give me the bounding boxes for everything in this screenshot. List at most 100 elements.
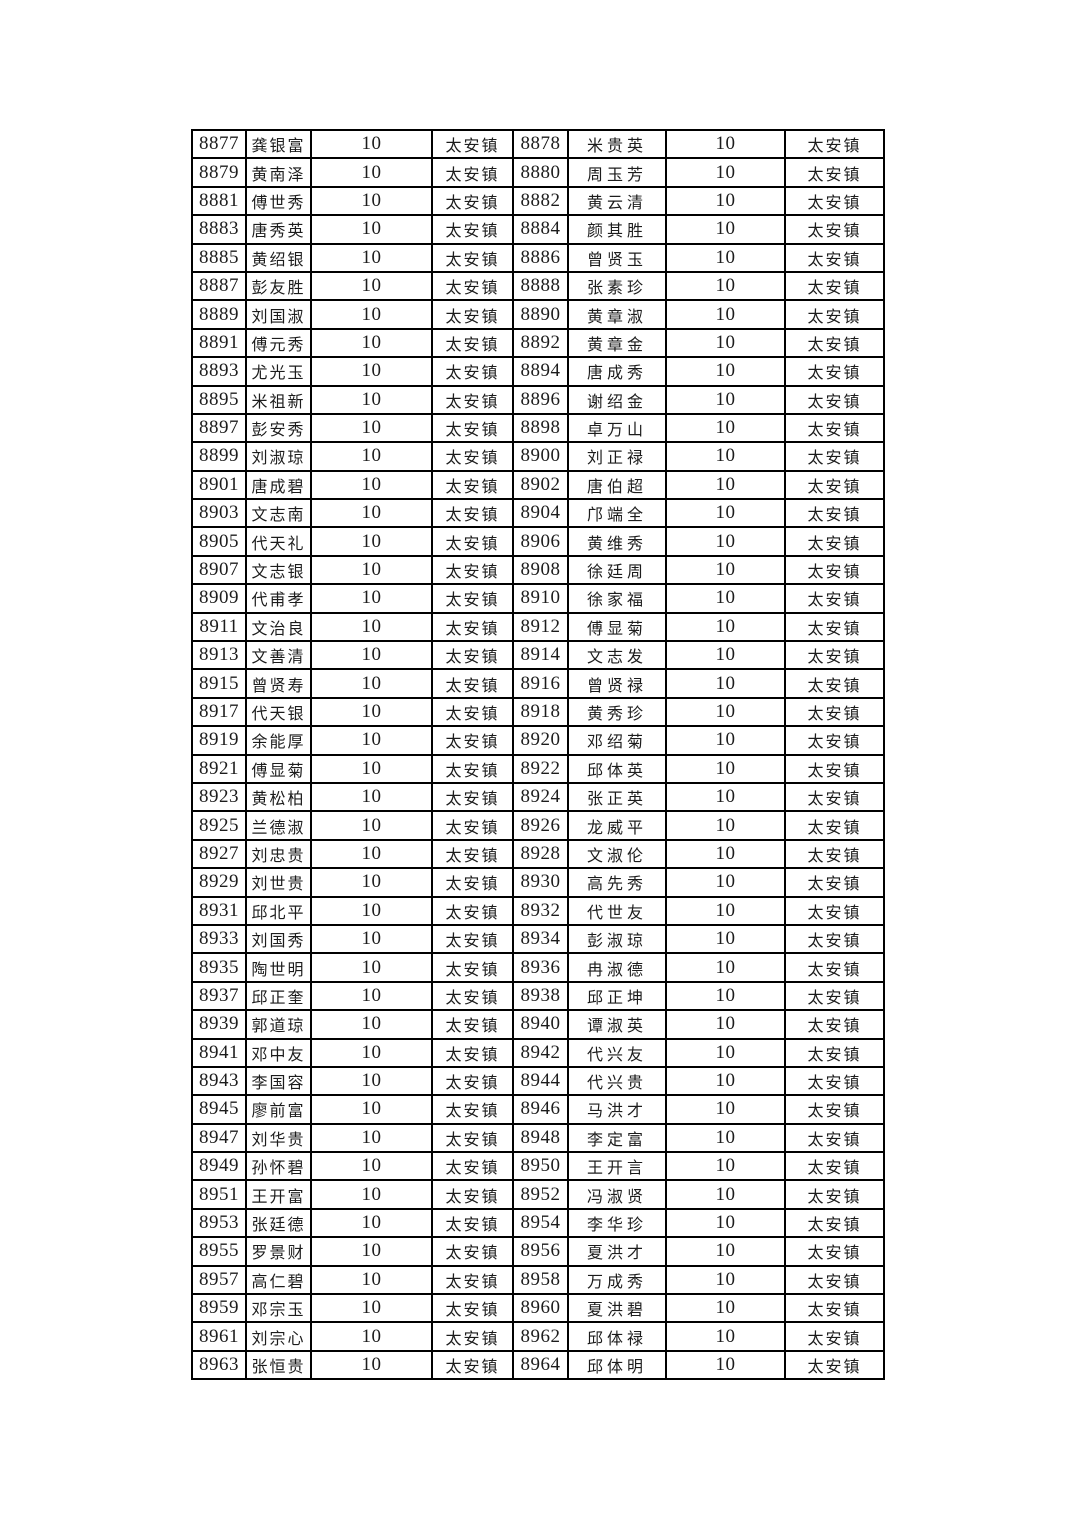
serial-number-left: 8949 [191, 1151, 247, 1182]
serial-number-left: 8945 [191, 1094, 247, 1125]
table-row: 8927 刘忠贵 10 太安镇 8928 文淑伦 10 太安镇 [191, 838, 885, 870]
town-right: 太安镇 [784, 781, 885, 813]
person-name-left: 黄南泽 [245, 157, 312, 188]
roster-table: 8877 龚银富 10 太安镇 8878 米贵英 10 太安镇 8879 黄南泽… [191, 128, 885, 1381]
serial-number-right: 8904 [512, 498, 569, 529]
person-name-right: 王开言 [567, 1151, 667, 1182]
person-name-right: 米贵英 [567, 128, 667, 160]
person-name-left: 刘忠贵 [245, 838, 312, 870]
town-right: 太安镇 [784, 923, 885, 955]
town-right: 太安镇 [784, 1151, 885, 1182]
serial-number-right: 8962 [512, 1321, 569, 1352]
amount-right: 10 [665, 725, 786, 756]
table-row: 8899 刘淑琼 10 太安镇 8900 刘正禄 10 太安镇 [191, 441, 885, 472]
amount-right: 10 [665, 867, 786, 898]
person-name-right: 马洪才 [567, 1094, 667, 1125]
town-left: 太安镇 [431, 299, 514, 330]
serial-number-left: 8927 [191, 838, 247, 870]
serial-number-left: 8899 [191, 441, 247, 472]
serial-number-left: 8895 [191, 384, 247, 415]
person-name-left: 刘华贵 [245, 1122, 312, 1154]
person-name-right: 曾贤禄 [567, 668, 667, 699]
serial-number-left: 8963 [191, 1349, 247, 1381]
town-left: 太安镇 [431, 810, 514, 841]
town-right: 太安镇 [784, 526, 885, 557]
table-row: 8901 唐成碧 10 太安镇 8902 唐伯超 10 太安镇 [191, 469, 885, 501]
person-name-right: 黄云清 [567, 185, 667, 217]
amount-left: 10 [310, 299, 433, 330]
person-name-left: 尤光玉 [245, 356, 312, 387]
person-name-left: 罗景财 [245, 1236, 312, 1267]
amount-right: 10 [665, 356, 786, 387]
person-name-right: 颜其胜 [567, 214, 667, 245]
town-left: 太安镇 [431, 1009, 514, 1040]
town-right: 太安镇 [784, 185, 885, 217]
amount-right: 10 [665, 214, 786, 245]
table-row: 8915 曾贤寿 10 太安镇 8916 曾贤禄 10 太安镇 [191, 668, 885, 699]
town-right: 太安镇 [784, 867, 885, 898]
town-right: 太安镇 [784, 356, 885, 387]
serial-number-right: 8920 [512, 725, 569, 756]
serial-number-left: 8877 [191, 128, 247, 160]
serial-number-left: 8911 [191, 611, 247, 643]
serial-number-right: 8906 [512, 526, 569, 557]
person-name-right: 龙威平 [567, 810, 667, 841]
town-left: 太安镇 [431, 838, 514, 870]
amount-right: 10 [665, 412, 786, 444]
serial-number-right: 8886 [512, 242, 569, 273]
person-name-right: 傅显菊 [567, 611, 667, 643]
person-name-left: 龚银富 [245, 128, 312, 160]
person-name-right: 黄章金 [567, 327, 667, 359]
town-right: 太安镇 [784, 498, 885, 529]
amount-left: 10 [310, 498, 433, 529]
table-row: 8887 彭友胜 10 太安镇 8888 张素珍 10 太安镇 [191, 270, 885, 302]
amount-left: 10 [310, 1122, 433, 1154]
person-name-right: 李定富 [567, 1122, 667, 1154]
person-name-left: 张恒贵 [245, 1349, 312, 1381]
person-name-right: 周玉芳 [567, 157, 667, 188]
town-right: 太安镇 [784, 640, 885, 671]
serial-number-right: 8894 [512, 356, 569, 387]
town-right: 太安镇 [784, 384, 885, 415]
table-row: 8937 邱正奎 10 太安镇 8938 邱正坤 10 太安镇 [191, 980, 885, 1012]
table-row: 8897 彭安秀 10 太安镇 8898 卓万山 10 太安镇 [191, 412, 885, 444]
town-left: 太安镇 [431, 1321, 514, 1352]
amount-right: 10 [665, 1009, 786, 1040]
table-row: 8907 文志银 10 太安镇 8908 徐廷周 10 太安镇 [191, 554, 885, 586]
town-right: 太安镇 [784, 441, 885, 472]
amount-right: 10 [665, 1349, 786, 1381]
person-name-right: 冯淑贤 [567, 1179, 667, 1210]
serial-number-left: 8919 [191, 725, 247, 756]
person-name-left: 代甫孝 [245, 583, 312, 614]
person-name-left: 文善清 [245, 640, 312, 671]
serial-number-left: 8905 [191, 526, 247, 557]
person-name-left: 孙怀碧 [245, 1151, 312, 1182]
amount-left: 10 [310, 1264, 433, 1296]
table-row: 8943 李国容 10 太安镇 8944 代兴贵 10 太安镇 [191, 1065, 885, 1097]
person-name-left: 刘宗心 [245, 1321, 312, 1352]
amount-left: 10 [310, 753, 433, 784]
town-right: 太安镇 [784, 1179, 885, 1210]
person-name-right: 黄维秀 [567, 526, 667, 557]
town-left: 太安镇 [431, 611, 514, 643]
town-left: 太安镇 [431, 185, 514, 217]
serial-number-right: 8882 [512, 185, 569, 217]
amount-left: 10 [310, 327, 433, 359]
amount-left: 10 [310, 214, 433, 245]
town-left: 太安镇 [431, 640, 514, 671]
town-right: 太安镇 [784, 214, 885, 245]
town-right: 太安镇 [784, 668, 885, 699]
table-row: 8955 罗景财 10 太安镇 8956 夏洪才 10 太安镇 [191, 1236, 885, 1267]
town-right: 太安镇 [784, 327, 885, 359]
person-name-left: 刘国秀 [245, 923, 312, 955]
table-row: 8925 兰德淑 10 太安镇 8926 龙威平 10 太安镇 [191, 810, 885, 841]
amount-left: 10 [310, 867, 433, 898]
person-name-right: 张正英 [567, 781, 667, 813]
amount-right: 10 [665, 526, 786, 557]
amount-left: 10 [310, 611, 433, 643]
serial-number-right: 8942 [512, 1037, 569, 1068]
table-row: 8947 刘华贵 10 太安镇 8948 李定富 10 太安镇 [191, 1122, 885, 1154]
serial-number-left: 8883 [191, 214, 247, 245]
amount-right: 10 [665, 498, 786, 529]
serial-number-right: 8930 [512, 867, 569, 898]
